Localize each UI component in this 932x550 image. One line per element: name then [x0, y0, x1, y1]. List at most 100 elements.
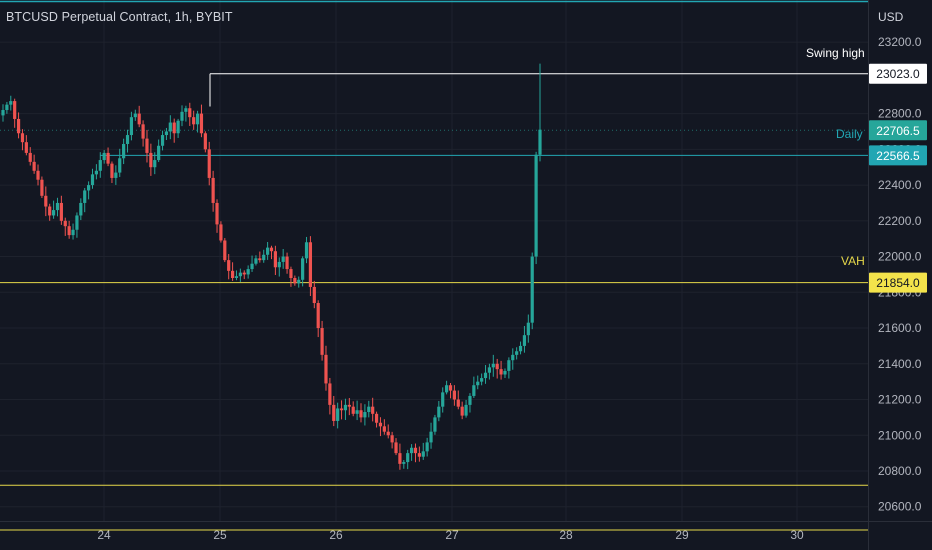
- candle-body: [1, 110, 5, 116]
- candle-body: [386, 431, 390, 436]
- candle-body: [16, 118, 21, 134]
- last-price-badge: 22706.5: [876, 124, 920, 138]
- candle-body: [63, 220, 67, 227]
- candle-body: [425, 442, 429, 452]
- candle-body: [242, 272, 246, 275]
- candle-body: [339, 408, 344, 411]
- candle-body: [413, 447, 418, 454]
- candle-body: [79, 202, 83, 216]
- candle-body: [203, 133, 207, 150]
- candle-body: [28, 152, 32, 162]
- candle-body: [378, 422, 383, 427]
- candle-body: [534, 154, 538, 257]
- candle-body: [172, 122, 176, 134]
- candle-body: [445, 385, 449, 393]
- y-tick-label: 20800.0: [878, 464, 922, 478]
- candle-body: [160, 135, 165, 146]
- candle-body: [367, 406, 371, 413]
- candle-body: [351, 406, 355, 414]
- candle-body: [20, 133, 25, 143]
- candle-body: [24, 142, 28, 153]
- candle-body: [289, 269, 293, 279]
- x-tick-label: 29: [675, 528, 689, 542]
- vah-label: VAH: [841, 254, 865, 268]
- candle-body: [448, 385, 453, 391]
- candle-body: [137, 113, 141, 125]
- candle-body: [238, 272, 242, 277]
- candle-body: [483, 372, 488, 379]
- candle-body: [246, 269, 250, 275]
- last-price-badge-bg: [869, 120, 927, 141]
- candle-body: [36, 170, 40, 180]
- candle-body: [374, 413, 379, 423]
- candle-body: [456, 399, 460, 407]
- candle-body: [363, 412, 367, 418]
- candle-body: [227, 260, 231, 271]
- y-tick-label: 21600.0: [878, 321, 922, 335]
- candle-body: [402, 462, 406, 464]
- candle-body: [293, 278, 297, 284]
- candle-body: [254, 258, 258, 264]
- candle-body: [149, 152, 153, 168]
- candle-body: [476, 381, 480, 386]
- candle-body: [230, 270, 235, 279]
- candle-body: [421, 451, 425, 457]
- candle-body: [304, 242, 309, 259]
- candle-body: [83, 190, 87, 203]
- chart-title: BTCUSD Perpetual Contract, 1h, BYBIT: [6, 10, 233, 24]
- x-tick-label: 24: [97, 528, 111, 542]
- currency-label[interactable]: USD: [878, 10, 904, 24]
- candle-body: [526, 322, 530, 336]
- candle-body: [51, 210, 56, 216]
- candle-body: [273, 251, 277, 268]
- candle-body: [320, 328, 324, 355]
- candle-body: [106, 152, 110, 164]
- candle-body: [503, 370, 507, 375]
- candle-body: [316, 303, 320, 329]
- candle-body: [59, 202, 63, 221]
- candle-body: [460, 406, 464, 416]
- candle-body: [312, 286, 316, 304]
- candle-body: [75, 215, 79, 230]
- candle-body: [90, 174, 95, 186]
- y-tick-label: 22800.0: [878, 107, 922, 121]
- candle-body: [480, 378, 484, 382]
- candle-body: [157, 145, 161, 161]
- candle-body: [522, 335, 527, 346]
- candle-body: [44, 195, 48, 207]
- x-tick-label: 26: [329, 528, 343, 542]
- candle-body: [164, 131, 169, 136]
- candle-body: [511, 354, 515, 361]
- candle-body: [141, 124, 145, 139]
- candle-body: [55, 202, 60, 211]
- candle-body: [219, 224, 223, 241]
- candle-body: [195, 113, 200, 125]
- candle-body: [258, 258, 262, 261]
- y-tick-label: 22000.0: [878, 250, 922, 264]
- candle-body: [87, 185, 91, 191]
- candle-body: [328, 383, 332, 405]
- vah-price-badge-bg: [869, 272, 927, 293]
- y-tick-label: 21200.0: [878, 393, 922, 407]
- candle-body: [437, 406, 441, 418]
- candle-body: [429, 431, 433, 443]
- candle-body: [347, 404, 351, 407]
- y-tick-label: 21000.0: [878, 428, 922, 442]
- swing-high-price-badge-bg: [869, 63, 927, 84]
- candle-body: [176, 120, 180, 134]
- candle-body: [390, 435, 394, 443]
- candle-body: [371, 406, 375, 414]
- time-axis[interactable]: 24 25 26 27 28 29 30: [97, 528, 804, 542]
- candle-body: [406, 453, 410, 463]
- candle-body: [129, 117, 134, 136]
- x-tick-label: 25: [213, 528, 227, 542]
- candle-body: [32, 161, 36, 171]
- candle-body: [40, 179, 44, 196]
- x-tick-label: 27: [445, 528, 459, 542]
- price-badges: 21854.0 22566.5 22706.5 23023.0: [869, 63, 927, 293]
- candle-body: [355, 410, 359, 414]
- y-tick-label: 22400.0: [878, 178, 922, 192]
- candle-body: [336, 408, 340, 421]
- y-tick-label: 21400.0: [878, 357, 922, 371]
